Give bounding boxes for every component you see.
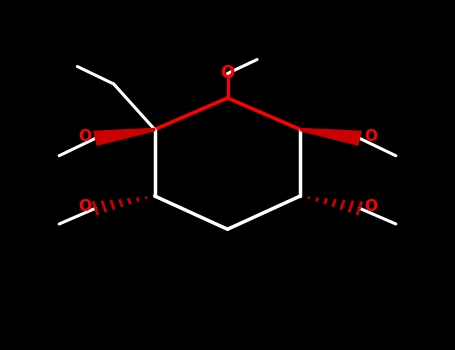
Text: O: O	[78, 130, 91, 144]
Text: O: O	[220, 64, 235, 83]
Text: O: O	[78, 199, 91, 214]
Text: O: O	[364, 199, 377, 214]
Text: O: O	[364, 130, 377, 144]
Polygon shape	[300, 128, 361, 145]
Polygon shape	[94, 128, 155, 145]
